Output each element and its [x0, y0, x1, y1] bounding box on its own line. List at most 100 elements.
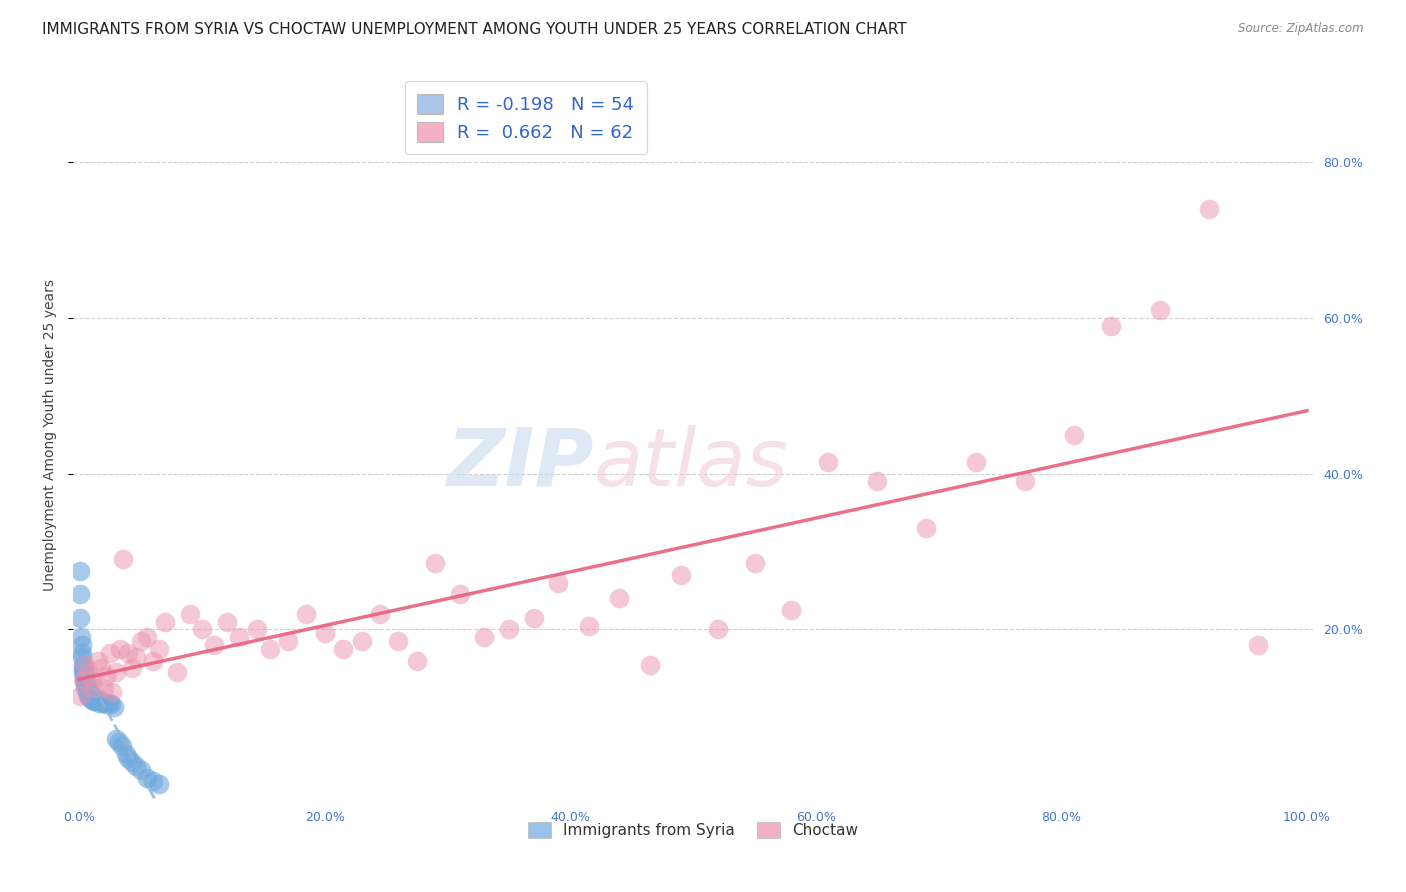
Point [80, 692, 103, 706]
Point [76, 677, 98, 691]
Point [277, 634, 299, 648]
Point [72, 657, 94, 672]
Point [73, 669, 96, 683]
Point [72, 665, 94, 680]
Point [90, 694, 112, 708]
Point [83, 694, 105, 708]
Point [522, 611, 544, 625]
Point [578, 618, 600, 632]
Point [72, 661, 94, 675]
Point [96, 669, 118, 683]
Text: ZIP: ZIP [447, 425, 593, 503]
Point [79, 686, 101, 700]
Point [107, 735, 129, 749]
Point [69, 564, 91, 578]
Point [817, 455, 839, 469]
Point [148, 642, 170, 657]
Point [76, 685, 98, 699]
Point [228, 630, 250, 644]
Point [86, 692, 108, 706]
Point [80, 673, 103, 687]
Point [669, 568, 692, 582]
Point [202, 638, 225, 652]
Point [121, 755, 143, 769]
Point [70, 646, 93, 660]
Point [69, 587, 91, 601]
Point [135, 771, 157, 785]
Point [142, 654, 165, 668]
Point [191, 623, 214, 637]
Point [69, 689, 91, 703]
Point [547, 575, 569, 590]
Point [498, 623, 520, 637]
Point [108, 642, 131, 657]
Point [125, 649, 148, 664]
Point [215, 615, 238, 629]
Point [93, 696, 115, 710]
Point [91, 697, 114, 711]
Point [1014, 475, 1036, 489]
Point [76, 681, 98, 695]
Point [117, 751, 139, 765]
Point [86, 694, 108, 708]
Point [405, 654, 427, 668]
Point [166, 665, 188, 680]
Point [75, 677, 97, 691]
Point [121, 661, 143, 675]
Point [70, 630, 93, 644]
Text: Source: ZipAtlas.com: Source: ZipAtlas.com [1239, 22, 1364, 36]
Point [70, 638, 93, 652]
Point [259, 642, 281, 657]
Point [153, 615, 176, 629]
Legend: Immigrants from Syria, Choctaw: Immigrants from Syria, Choctaw [522, 816, 865, 845]
Point [609, 591, 631, 606]
Point [75, 669, 97, 683]
Point [1149, 303, 1171, 318]
Point [915, 521, 938, 535]
Point [77, 689, 100, 703]
Point [86, 654, 108, 668]
Point [79, 691, 101, 706]
Point [179, 607, 201, 621]
Y-axis label: Unemployment Among Youth under 25 years: Unemployment Among Youth under 25 years [44, 278, 58, 591]
Point [84, 691, 107, 706]
Point [1247, 638, 1270, 652]
Point [90, 661, 112, 675]
Point [72, 673, 94, 687]
Point [332, 642, 354, 657]
Point [105, 731, 128, 746]
Point [449, 587, 471, 601]
Point [965, 455, 987, 469]
Point [105, 665, 128, 680]
Point [82, 689, 104, 703]
Point [125, 759, 148, 773]
Point [98, 646, 121, 660]
Point [1099, 318, 1122, 333]
Point [70, 649, 93, 664]
Text: IMMIGRANTS FROM SYRIA VS CHOCTAW UNEMPLOYMENT AMONG YOUTH UNDER 25 YEARS CORRELA: IMMIGRANTS FROM SYRIA VS CHOCTAW UNEMPLO… [42, 22, 907, 37]
Point [77, 685, 100, 699]
Point [89, 694, 111, 708]
Point [295, 607, 318, 621]
Point [93, 681, 115, 695]
Point [76, 681, 98, 695]
Point [80, 689, 103, 703]
Point [135, 630, 157, 644]
Point [73, 665, 96, 680]
Point [96, 698, 118, 712]
Point [474, 630, 496, 644]
Point [314, 626, 336, 640]
Point [744, 556, 766, 570]
Point [69, 611, 91, 625]
Point [112, 552, 135, 566]
Point [76, 685, 98, 699]
Point [425, 556, 447, 570]
Point [111, 739, 134, 754]
Point [350, 634, 373, 648]
Point [73, 673, 96, 687]
Point [780, 603, 803, 617]
Point [1198, 202, 1220, 216]
Point [97, 696, 120, 710]
Point [866, 475, 889, 489]
Point [87, 696, 110, 710]
